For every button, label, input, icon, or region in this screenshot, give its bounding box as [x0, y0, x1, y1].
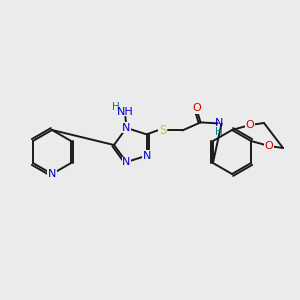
Text: O: O: [192, 103, 201, 113]
Text: N: N: [142, 151, 151, 160]
Text: N: N: [214, 118, 223, 128]
Text: N: N: [122, 123, 130, 133]
Text: O: O: [265, 141, 273, 151]
Text: S: S: [159, 124, 166, 137]
Text: H: H: [215, 128, 223, 137]
Text: H: H: [112, 102, 119, 112]
Text: N: N: [122, 157, 130, 167]
Text: NH: NH: [117, 107, 134, 117]
Text: N: N: [48, 169, 56, 179]
Text: O: O: [246, 120, 254, 130]
